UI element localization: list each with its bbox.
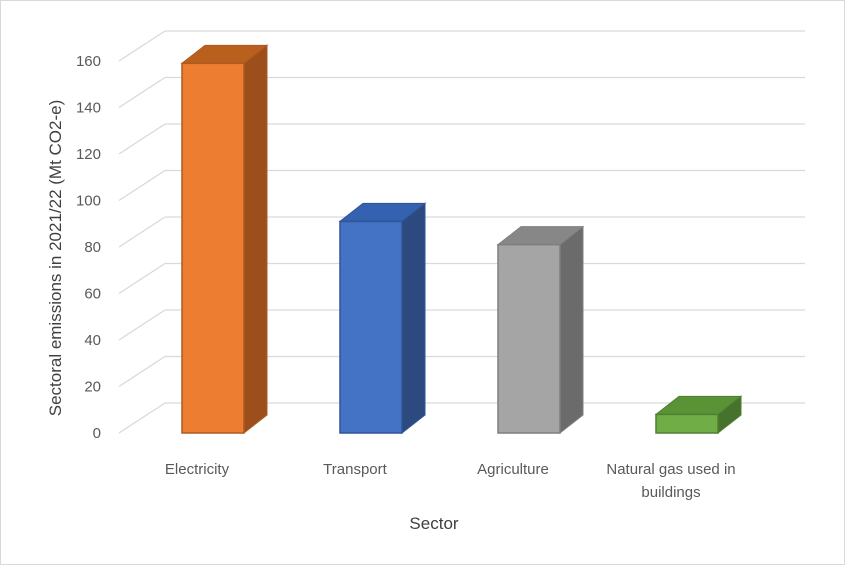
y-tick-label: 60 [84, 286, 101, 303]
x-category-label-line: Natural gas used in [606, 461, 735, 478]
gridline-side [118, 355, 166, 388]
bar-front-face [655, 413, 719, 434]
x-axis-categories: Electricity Transport Agriculture Natural g… [165, 461, 736, 501]
x-category-label-line: Agriculture [477, 461, 549, 478]
x-category-label-line: Transport [323, 461, 387, 478]
gridline-side [118, 262, 166, 295]
y-tick-label: 80 [84, 239, 101, 256]
bar-side-face [559, 225, 584, 435]
gridline-side [118, 402, 166, 434]
y-tick-label: 40 [84, 332, 101, 349]
x-axis-title: Sector [409, 514, 458, 533]
x-category-label: Transport [323, 461, 387, 478]
y-axis-ticks: 0 20 40 60 80 100 120 140 160 [76, 53, 101, 442]
gridline-side [118, 169, 166, 202]
x-category-label-line: Electricity [165, 461, 230, 478]
bar [180, 44, 269, 435]
y-tick-label: 140 [76, 100, 101, 117]
y-tick-label: 160 [76, 53, 101, 70]
x-category-label: Electricity [165, 461, 230, 478]
gridline-side [118, 216, 166, 248]
bar [654, 395, 743, 435]
y-tick-label: 0 [93, 425, 101, 442]
y-axis-title: Sectoral emissions in 2021/22 (Mt CO2-e) [46, 100, 65, 417]
x-category-label: Natural gas used in buildings [606, 461, 735, 501]
y-tick-label: 100 [76, 193, 101, 210]
x-category-label-line: buildings [641, 484, 700, 501]
bar [338, 202, 427, 435]
bar-front-face [497, 243, 561, 434]
bar-side-face [401, 202, 426, 435]
bar-front-face [181, 62, 245, 434]
bar [496, 225, 585, 435]
gridline-side [118, 30, 166, 62]
bar-front-face [339, 220, 403, 434]
y-tick-label: 20 [84, 379, 101, 396]
bars [180, 44, 743, 435]
gridline-side [118, 309, 166, 341]
gridline-side [118, 123, 166, 155]
x-category-label: Agriculture [477, 461, 549, 478]
bar-side-face [243, 44, 268, 435]
y-tick-label: 120 [76, 146, 101, 163]
gridline-side [118, 76, 166, 109]
